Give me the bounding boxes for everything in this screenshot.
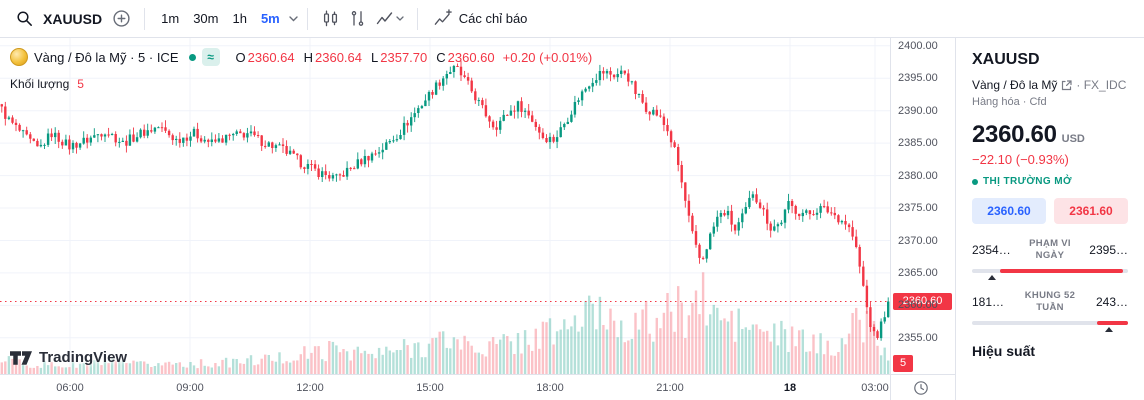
day-range-low: 2354…	[972, 242, 1011, 257]
toolbar-divider	[306, 7, 308, 30]
toolbar-divider	[416, 7, 418, 30]
volume-value-badge: 5	[893, 355, 914, 372]
day-range-section: 2354… PHẠM VI NGÀY 2395…	[972, 238, 1128, 280]
time-tick-label: 15:00	[416, 382, 444, 394]
symbol-info-sidebar: XAUUSD Vàng / Đô la Mỹ · FX_IDC Hàng hóa…	[955, 38, 1144, 400]
market-status-label: THỊ TRƯỜNG MỞ	[983, 176, 1072, 187]
symbol-title[interactable]: Vàng / Đô la Mỹ · 5 · ICE	[34, 49, 179, 65]
week52-label: KHUNG 52 TUẦN	[1024, 289, 1076, 313]
interval-30m[interactable]: 30m	[186, 6, 225, 31]
time-tick-label: 18	[783, 382, 797, 394]
sidebar-symbol-name[interactable]: Vàng / Đô la Mỹ	[972, 78, 1058, 92]
sidebar-currency: USD	[1061, 133, 1085, 145]
candles-style-icon[interactable]	[317, 5, 344, 32]
indicators-button[interactable]: Các chỉ báo	[427, 5, 534, 32]
price-axis[interactable]: 2360.60 5 2400.00 2395.00 2390.00 2385.00 23…	[890, 38, 955, 374]
time-tick-label: 03:00	[861, 382, 889, 394]
price-chart[interactable]	[0, 38, 890, 374]
search-icon[interactable]	[12, 6, 37, 31]
chart-pane: Vàng / Đô la Mỹ · 5 · ICE ≈ O 2360.64 H 23…	[0, 38, 890, 374]
toolbar-divider	[144, 7, 146, 30]
day-range-high: 2395…	[1089, 242, 1128, 257]
price-tick-label: 2370.00	[898, 234, 938, 247]
price-tick-label: 2365.00	[898, 266, 938, 279]
style-chevron-icon	[396, 16, 404, 21]
price-tick-label: 2375.00	[898, 202, 938, 214]
sidebar-change: −22.10 (−0.93%)	[972, 152, 1069, 167]
sidebar-exchange: · FX_IDC	[1076, 78, 1127, 92]
top-toolbar: XAUUSD 1m 30m 1h 5m Các chỉ báo	[0, 0, 1144, 38]
time-tick-label: 12:00	[296, 382, 324, 394]
indicators-label: Các chỉ báo	[458, 11, 528, 26]
market-open-dot-icon	[972, 178, 978, 185]
performance-heading: Hiệu suất	[972, 342, 1036, 359]
bid-price-pill: 2360.60	[972, 198, 1046, 224]
symbol-search-button[interactable]: XAUUSD	[37, 7, 108, 31]
market-status: THỊ TRƯỜNG MỞ	[972, 176, 1128, 187]
sidebar-price: 2360.60	[972, 121, 1057, 148]
interval-1m[interactable]: 1m	[154, 6, 186, 31]
price-tick-label: 2400.00	[898, 39, 938, 52]
price-tick-label: 2355.00	[898, 331, 938, 344]
time-tick-label: 06:00	[56, 382, 84, 394]
day-range-label: PHẠM VI NGÀY	[1029, 238, 1071, 261]
week52-low: 181…	[972, 294, 1005, 309]
day-range-bar	[972, 268, 1128, 280]
add-symbol-icon[interactable]	[108, 5, 135, 32]
tradingview-logo-text: TradingView	[39, 349, 128, 366]
time-axis[interactable]: 06:00 09:00 12:00 15:00 18:00 21:00 18 03:00	[0, 374, 955, 400]
interval-5m[interactable]: 5m	[254, 6, 287, 31]
price-tick-label: 2380.00	[898, 169, 938, 182]
tradingview-logo[interactable]: TradingView	[10, 349, 127, 366]
interval-1h[interactable]: 1h	[225, 6, 253, 31]
price-tick-label: 2385.00	[898, 137, 938, 150]
tradingview-mark-icon	[10, 350, 32, 365]
week52-bar-fill	[1096, 320, 1128, 325]
current-price-badge: 2360.60	[893, 293, 952, 310]
interval-group: 1m 30m 1h 5m	[154, 6, 287, 31]
week52-range-section: 181… KHUNG 52 TUẦN 243…	[972, 289, 1128, 332]
price-tick-label: 2395.00	[898, 72, 938, 85]
chart-section: Vàng / Đô la Mỹ · 5 · ICE ≈ O 2360.64 H 23…	[0, 38, 955, 400]
interval-chevron-icon[interactable]	[289, 15, 298, 22]
day-range-marker-icon	[988, 274, 997, 280]
time-tick-label: 18:00	[536, 382, 564, 394]
week52-high: 243…	[1095, 294, 1128, 309]
ask-price-pill: 2361.60	[1054, 198, 1128, 224]
main-area: Vàng / Đô la Mỹ · 5 · ICE ≈ O 2360.64 H 23…	[0, 38, 1144, 400]
time-tick-label: 09:00	[176, 382, 204, 394]
day-range-bar-fill	[1000, 268, 1124, 273]
sidebar-symbol[interactable]: XAUUSD	[972, 51, 1040, 68]
price-tick-label: 2360.00	[898, 299, 938, 312]
week52-range-bar	[972, 320, 1128, 332]
timezone-clock-icon[interactable]	[913, 380, 929, 396]
hilo-style-icon[interactable]	[344, 5, 371, 32]
price-tick-label: 2390.00	[898, 104, 938, 117]
external-link-icon[interactable]	[1061, 79, 1072, 91]
sidebar-category: Hàng hóa · Cfd	[972, 96, 1047, 108]
week52-marker-icon	[1105, 326, 1114, 332]
time-tick-label: 21:00	[656, 382, 684, 394]
indicators-icon	[433, 9, 452, 28]
line-chart-style-icon[interactable]	[371, 5, 408, 32]
